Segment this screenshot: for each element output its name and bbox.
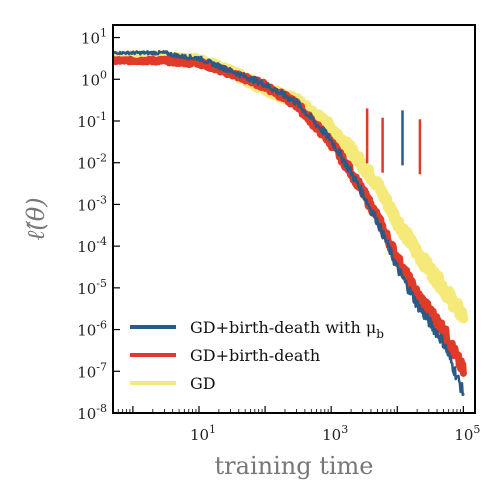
y-tick-label-2: 10-1 [77, 110, 107, 131]
legend-label-2: GD [190, 374, 216, 393]
x-tick-label-1: 103 [322, 423, 348, 444]
series-line-1 [113, 55, 467, 377]
legend-label-text: GD+birth-death [190, 346, 320, 365]
legend-label-text: GD+birth-death with μ [190, 318, 376, 337]
series-line-2 [113, 49, 465, 397]
plot-frame [112, 24, 476, 414]
y-tick-label-8: 10-7 [77, 360, 107, 381]
x-tick-label-0: 101 [190, 423, 216, 444]
y-tick-label-9: 10-8 [77, 402, 107, 423]
y-tick-label-6: 10-5 [77, 277, 107, 298]
legend-label-text: GD [190, 374, 216, 393]
x-axis-title: training time [215, 452, 374, 480]
legend-label-1: GD+birth-death [190, 346, 320, 365]
y-axis-title: ℓ̂(θ) [22, 197, 50, 240]
x-tick-label-2: 105 [454, 423, 480, 444]
y-tick-label-5: 10-4 [77, 235, 107, 256]
legend: GD+birth-death with μb GD+birth-death GD [130, 318, 384, 393]
y-tick-label-3: 10-2 [77, 152, 107, 173]
series-layer [113, 49, 469, 397]
y-tick-label-1: 100 [81, 68, 107, 89]
y-tick-label-7: 10-6 [77, 319, 107, 340]
ticks-layer: 101 103 105 101 100 10-1 10-2 10-3 10-4 10-5 10-6 1… [77, 27, 480, 444]
legend-label-0: GD+birth-death with μb [190, 318, 384, 341]
y-tick-label-4: 10-3 [77, 193, 107, 214]
legend-label-subscript: b [376, 327, 384, 341]
y-tick-label-0: 101 [81, 27, 107, 48]
